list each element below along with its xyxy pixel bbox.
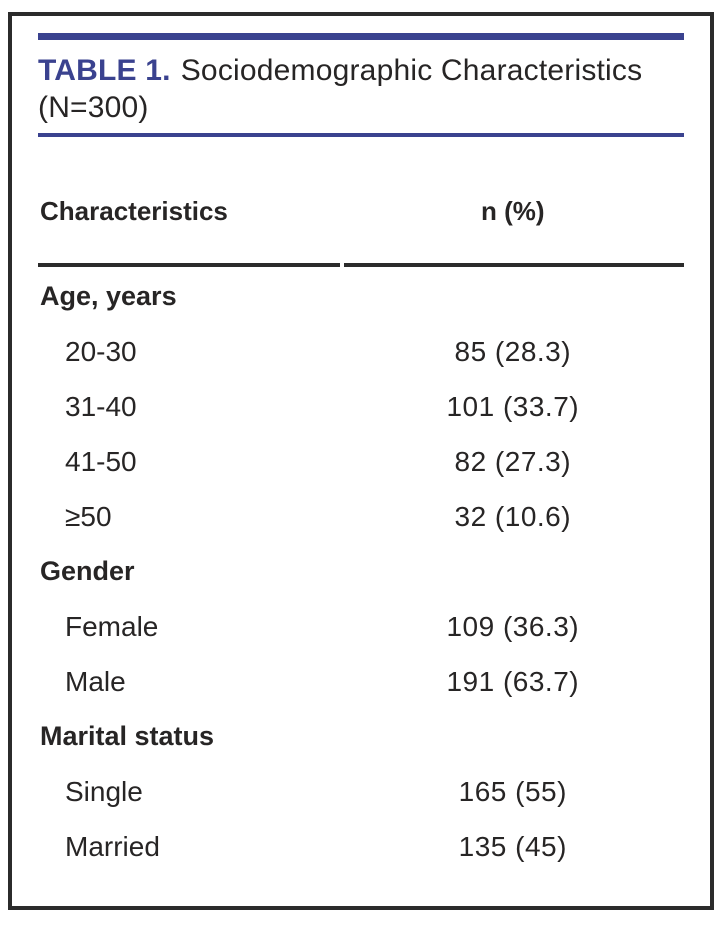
row-label: Female bbox=[65, 610, 159, 642]
table-row: Male 191 (63.7) bbox=[38, 654, 684, 709]
row-value: 165 (55) bbox=[458, 775, 567, 807]
section-header-marital-status: Marital status bbox=[38, 709, 684, 764]
row-value: 191 (63.7) bbox=[446, 665, 580, 697]
row-value: 32 (10.6) bbox=[454, 500, 572, 532]
table-row: Single 165 (55) bbox=[38, 764, 684, 819]
row-value: 82 (27.3) bbox=[454, 445, 572, 477]
header-divider-right-segment bbox=[343, 263, 684, 267]
table-number-label: TABLE 1. bbox=[38, 54, 171, 87]
section-header-age: Age, years bbox=[38, 269, 684, 324]
top-accent-rule bbox=[38, 33, 684, 40]
table-row: 31-40 101 (33.7) bbox=[38, 379, 684, 434]
row-label: ≥50 bbox=[65, 500, 112, 532]
table-sample-size: (N=300) bbox=[38, 91, 149, 124]
table-title-text: Sociodemographic Characteristics bbox=[180, 54, 643, 87]
table-body: Age, years 20-30 85 (28.3) 31-40 101 (33… bbox=[38, 269, 684, 874]
row-label: 20-30 bbox=[65, 335, 137, 367]
table-row: ≥50 32 (10.6) bbox=[38, 489, 684, 544]
column-header-n-percent: n (%) bbox=[481, 195, 545, 226]
table-row: 20-30 85 (28.3) bbox=[38, 324, 684, 379]
table-caption: TABLE 1. Sociodemographic Characteristics… bbox=[38, 52, 684, 126]
table-row: Female 109 (36.3) bbox=[38, 599, 684, 654]
row-label: Married bbox=[65, 830, 160, 862]
column-header-row: Characteristics n (%) bbox=[38, 195, 684, 227]
row-value: 135 (45) bbox=[458, 830, 567, 862]
section-header-gender: Gender bbox=[38, 544, 684, 599]
section-header-label: Age, years bbox=[40, 281, 177, 311]
section-header-label: Marital status bbox=[40, 721, 215, 751]
table-figure-frame: TABLE 1. Sociodemographic Characteristics… bbox=[8, 12, 714, 910]
row-label: 31-40 bbox=[65, 390, 137, 422]
row-label: Male bbox=[65, 665, 126, 697]
table-row: Married 135 (45) bbox=[38, 819, 684, 874]
row-value: 85 (28.3) bbox=[454, 335, 572, 367]
row-label: Single bbox=[65, 775, 143, 807]
row-value: 109 (36.3) bbox=[446, 610, 580, 642]
header-divider-rule bbox=[38, 263, 684, 267]
caption-divider-rule bbox=[38, 133, 684, 137]
section-header-label: Gender bbox=[40, 556, 135, 586]
row-value: 101 (33.7) bbox=[446, 390, 580, 422]
header-divider-left-segment bbox=[38, 263, 340, 267]
table-row: 41-50 82 (27.3) bbox=[38, 434, 684, 489]
column-header-characteristics: Characteristics bbox=[40, 195, 228, 226]
row-label: 41-50 bbox=[65, 445, 137, 477]
